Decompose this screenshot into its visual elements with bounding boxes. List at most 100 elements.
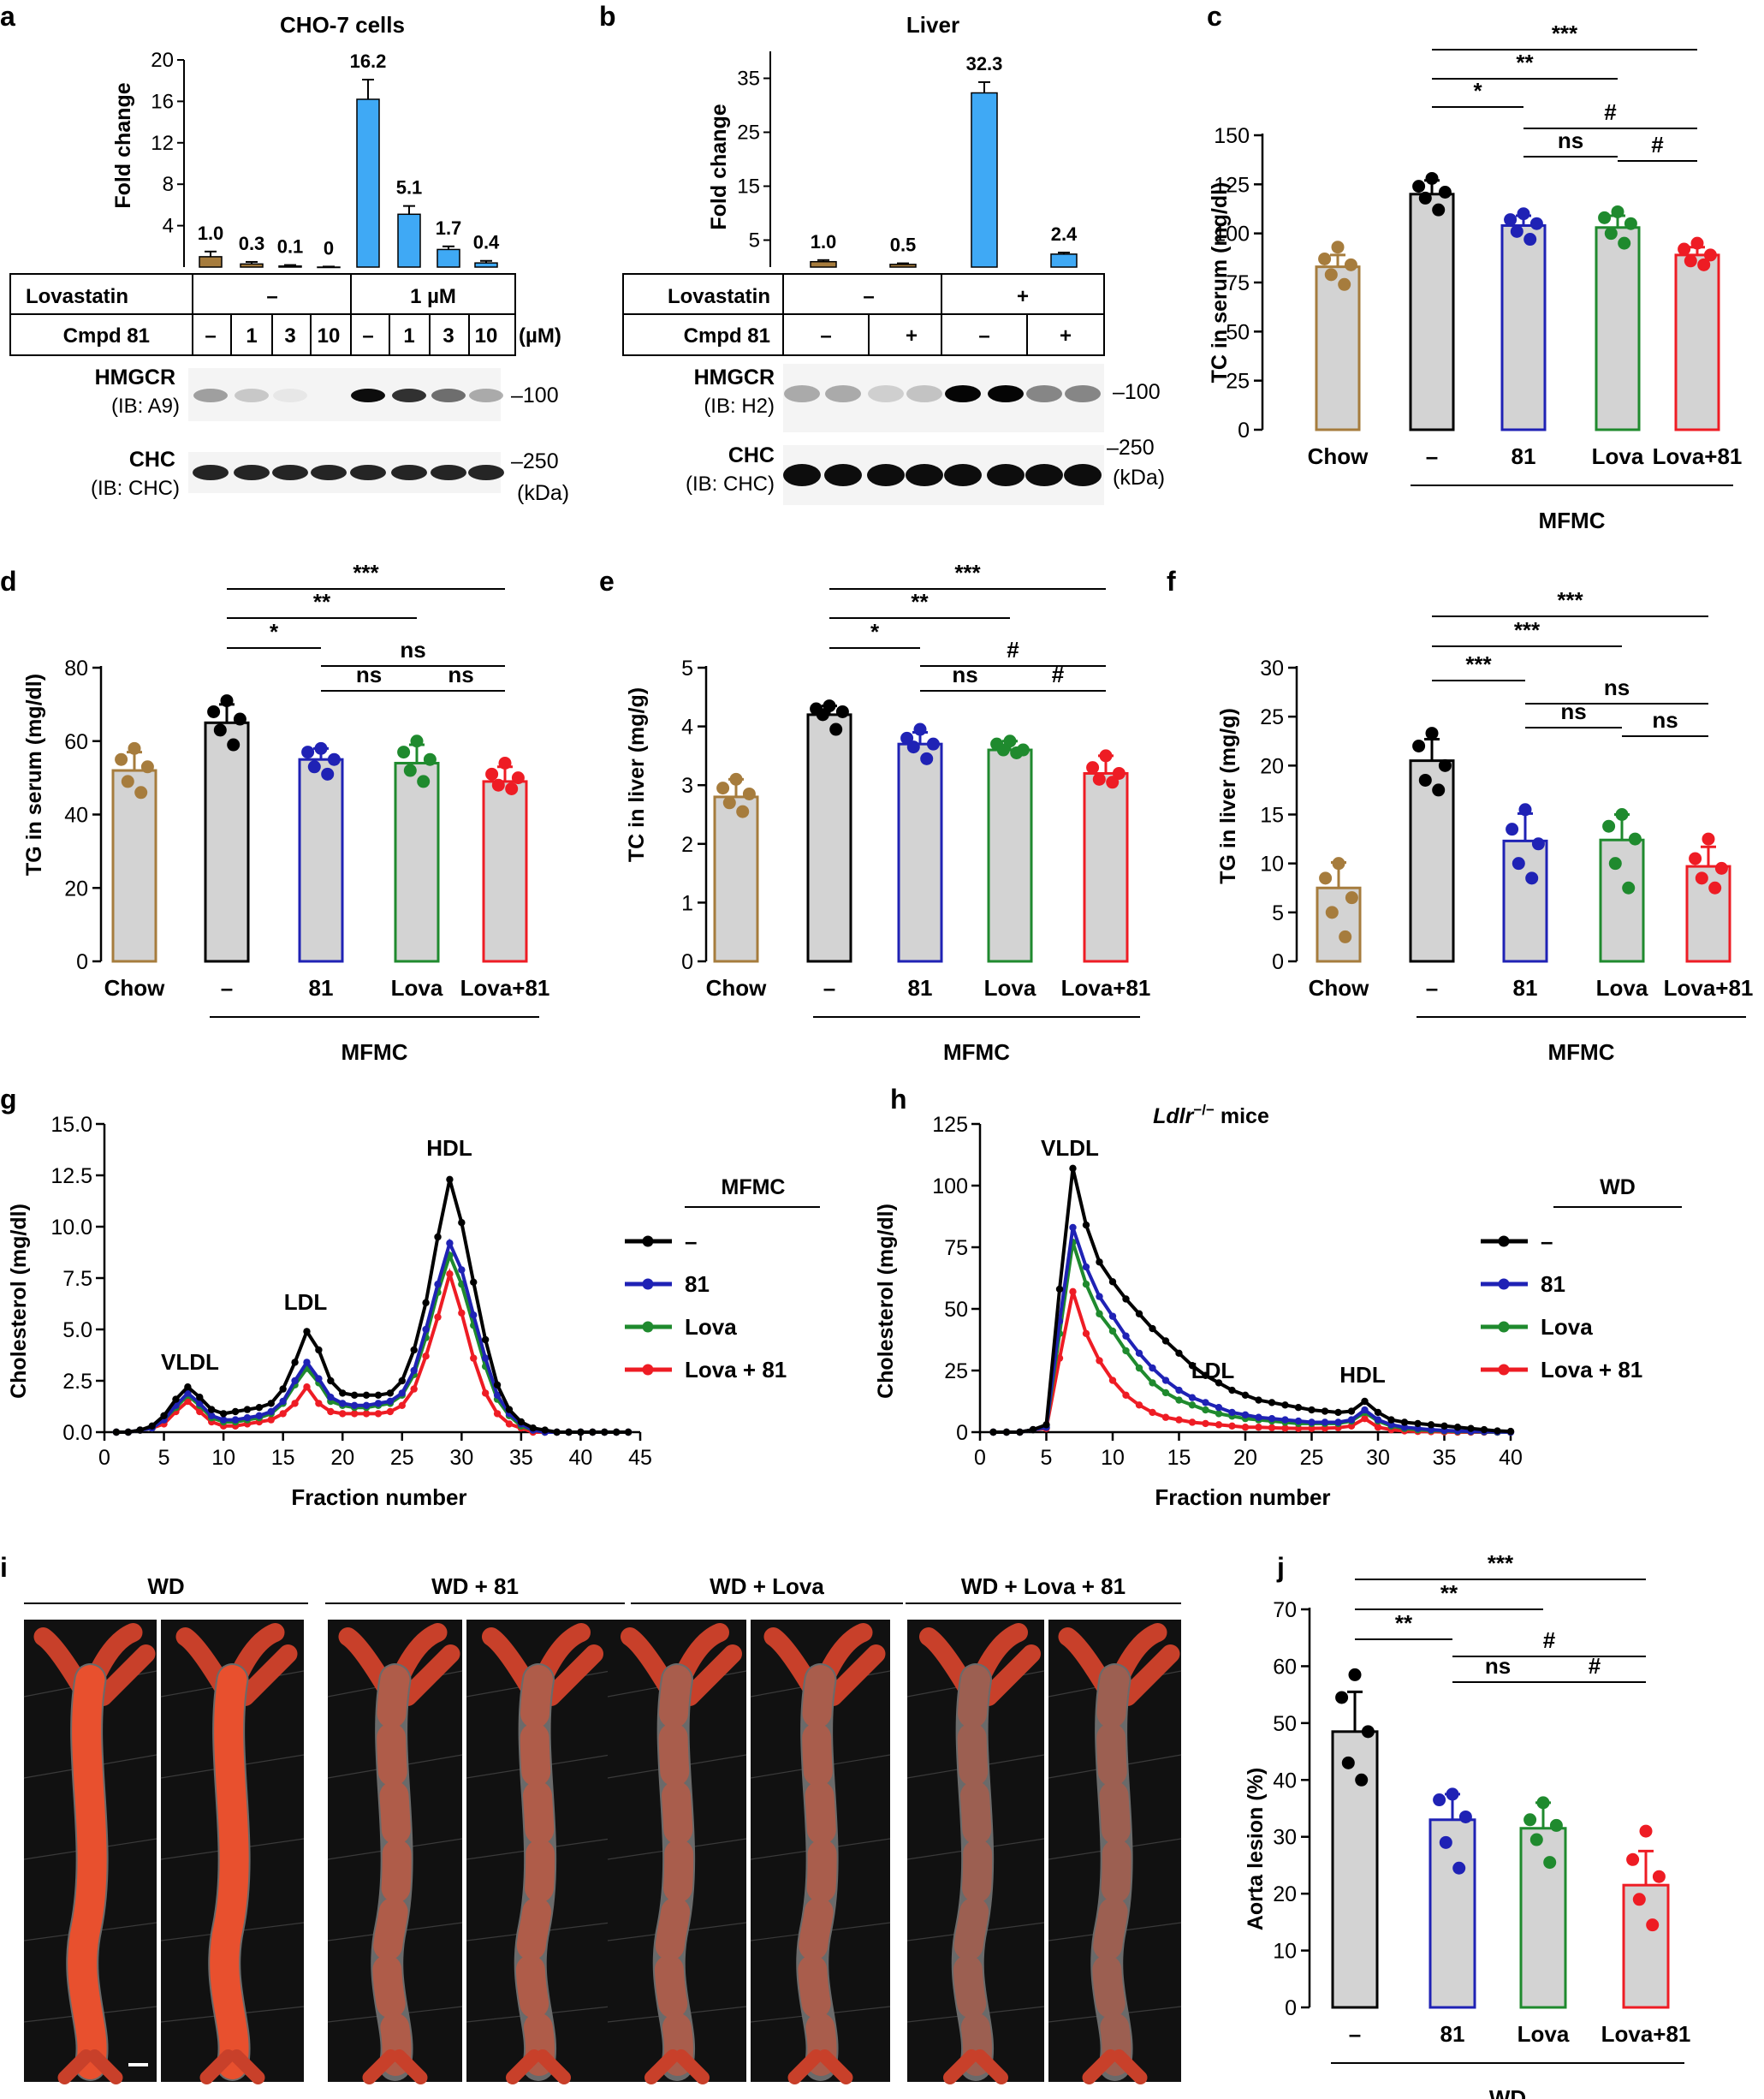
series-line [993, 1241, 1511, 1434]
panel-g-legend-title: MFMC [722, 1175, 786, 1199]
panel-b-blot1-sub: (IB: H2) [704, 395, 775, 418]
series-point [1096, 1310, 1103, 1317]
y-tick-label: 70 [1273, 1598, 1297, 1622]
panel-a-table [9, 273, 516, 356]
category-label: Lova+81 [1061, 975, 1151, 1001]
y-tick-label: 3 [681, 774, 693, 798]
data-label: 0.4 [473, 232, 500, 253]
series-point [458, 1266, 466, 1274]
data-point [1418, 191, 1432, 205]
series-point [303, 1383, 311, 1391]
panel-e: e TC in liver (mg/g) 0 1 2 3 4 5 Chow – 81 Lova Lo… [599, 560, 1150, 1065]
data-point [926, 737, 940, 751]
significance-label: ns [448, 662, 473, 687]
series-point [1002, 1428, 1011, 1436]
data-point [220, 694, 234, 708]
series-point [624, 1428, 633, 1436]
x-tick-label: 5 [158, 1446, 170, 1470]
legend-marker [642, 1364, 654, 1376]
series-point [1215, 1404, 1223, 1412]
data-point [1652, 1870, 1666, 1883]
series-point [1135, 1349, 1143, 1358]
blot-band [311, 465, 347, 480]
significance-label: ns [1558, 128, 1583, 153]
significance-label: # [1589, 1653, 1601, 1679]
bar [1409, 193, 1455, 431]
aorta-lesion [798, 1665, 837, 2079]
blot-band [431, 389, 466, 402]
panel-a-ylabel: Fold change [111, 82, 135, 208]
bar [1331, 1730, 1379, 2009]
panel-letter-d: d [0, 566, 17, 597]
blot-band [783, 464, 821, 486]
data-point [742, 787, 756, 800]
series-point [1361, 1406, 1369, 1414]
row2-value: 10 [475, 324, 498, 348]
series-point [1135, 1401, 1143, 1409]
y-tick-label: 8 [163, 173, 174, 196]
series-point [1440, 1422, 1448, 1430]
data-point [1331, 241, 1345, 254]
data-label: 0.5 [890, 235, 917, 256]
series-point [350, 1401, 359, 1410]
series-point [1255, 1396, 1262, 1404]
data-point [121, 775, 134, 788]
bar [1409, 759, 1455, 963]
panel-letter-h: h [890, 1084, 907, 1115]
data-point [716, 782, 730, 795]
series-point [350, 1391, 359, 1400]
aorta-lesion [515, 1665, 555, 2079]
y-tick-label: 5 [681, 657, 693, 681]
data-point [1355, 1773, 1369, 1787]
data-point [1438, 186, 1452, 199]
series-point [1228, 1422, 1236, 1430]
category-label: Lova [1518, 2021, 1570, 2047]
category-label: – [1426, 443, 1438, 469]
significance-label: ** [911, 589, 929, 615]
data-point [1536, 1796, 1550, 1810]
series-point [1215, 1379, 1223, 1387]
series-point [434, 1233, 442, 1241]
panel-letter-b: b [599, 1, 616, 32]
row2-value: 1 [403, 324, 414, 348]
bar [199, 256, 223, 268]
series-point [1149, 1408, 1156, 1417]
y-tick-label: 25 [1226, 370, 1250, 394]
bar [889, 264, 917, 268]
data-label: 1.0 [811, 231, 837, 253]
series-point [124, 1428, 133, 1436]
blot-band [906, 385, 942, 402]
data-point [301, 746, 315, 759]
series-point [434, 1281, 442, 1288]
y-tick-label: 100 [932, 1174, 968, 1198]
blot-band [350, 465, 386, 480]
series-point [279, 1397, 287, 1406]
data-point [1086, 761, 1100, 775]
series-point [350, 1410, 359, 1418]
series-point [1161, 1413, 1170, 1421]
category-label: Chow [104, 975, 166, 1001]
data-point [1697, 258, 1711, 271]
blot-band [351, 389, 385, 402]
series-point [1374, 1424, 1382, 1431]
significance-label: *** [1557, 587, 1583, 613]
series-point [1188, 1362, 1197, 1370]
data-point [423, 752, 437, 766]
panel-h-title: Ldlr−/− mice [1153, 1102, 1269, 1128]
category-label: Chow [1308, 443, 1369, 469]
series-point [1042, 1421, 1050, 1429]
data-point [1708, 881, 1722, 895]
series-point [327, 1377, 335, 1385]
blot-band [1025, 464, 1063, 486]
series-point [1387, 1416, 1395, 1424]
series-point [481, 1335, 490, 1344]
significance-label: *** [353, 560, 379, 586]
series-point [1308, 1418, 1316, 1426]
series-point [1387, 1421, 1395, 1429]
significance-label: * [870, 619, 880, 645]
significance-label: ns [1604, 675, 1630, 700]
legend-label: Lova + 81 [1541, 1357, 1642, 1382]
x-tick-label: 35 [509, 1446, 533, 1470]
legend-label: Lova + 81 [685, 1357, 787, 1382]
data-point [1332, 857, 1345, 871]
